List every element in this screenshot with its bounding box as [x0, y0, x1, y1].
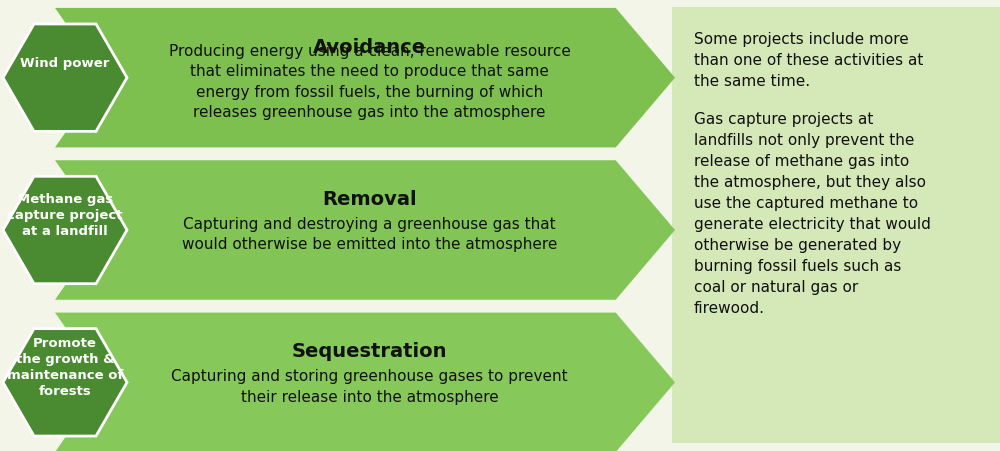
Polygon shape — [3, 177, 127, 284]
Text: Producing energy using a clean, renewable resource
that eliminates the need to p: Producing energy using a clean, renewabl… — [169, 44, 571, 120]
Polygon shape — [55, 9, 675, 148]
Text: Capturing and destroying a greenhouse gas that
would otherwise be emitted into t: Capturing and destroying a greenhouse ga… — [182, 216, 557, 252]
Text: Methane gas
capture project
at a landfill: Methane gas capture project at a landfil… — [7, 193, 123, 238]
Polygon shape — [3, 329, 127, 436]
Text: Some projects include more
than one of these activities at
the same time.: Some projects include more than one of t… — [694, 32, 923, 89]
FancyBboxPatch shape — [672, 8, 1000, 443]
Polygon shape — [55, 161, 675, 300]
Text: Sequestration: Sequestration — [292, 342, 447, 361]
Text: Gas capture projects at
landfills not only prevent the
release of methane gas in: Gas capture projects at landfills not on… — [694, 112, 931, 315]
Text: Capturing and storing greenhouse gases to prevent
their release into the atmosph: Capturing and storing greenhouse gases t… — [171, 368, 568, 404]
Text: Promote
the growth &
maintenance of
forests: Promote the growth & maintenance of fore… — [7, 336, 123, 397]
Polygon shape — [55, 313, 675, 451]
Text: Removal: Removal — [322, 190, 417, 209]
Polygon shape — [3, 25, 127, 132]
Text: Wind power: Wind power — [20, 56, 110, 69]
Text: Avoidance: Avoidance — [313, 38, 426, 57]
